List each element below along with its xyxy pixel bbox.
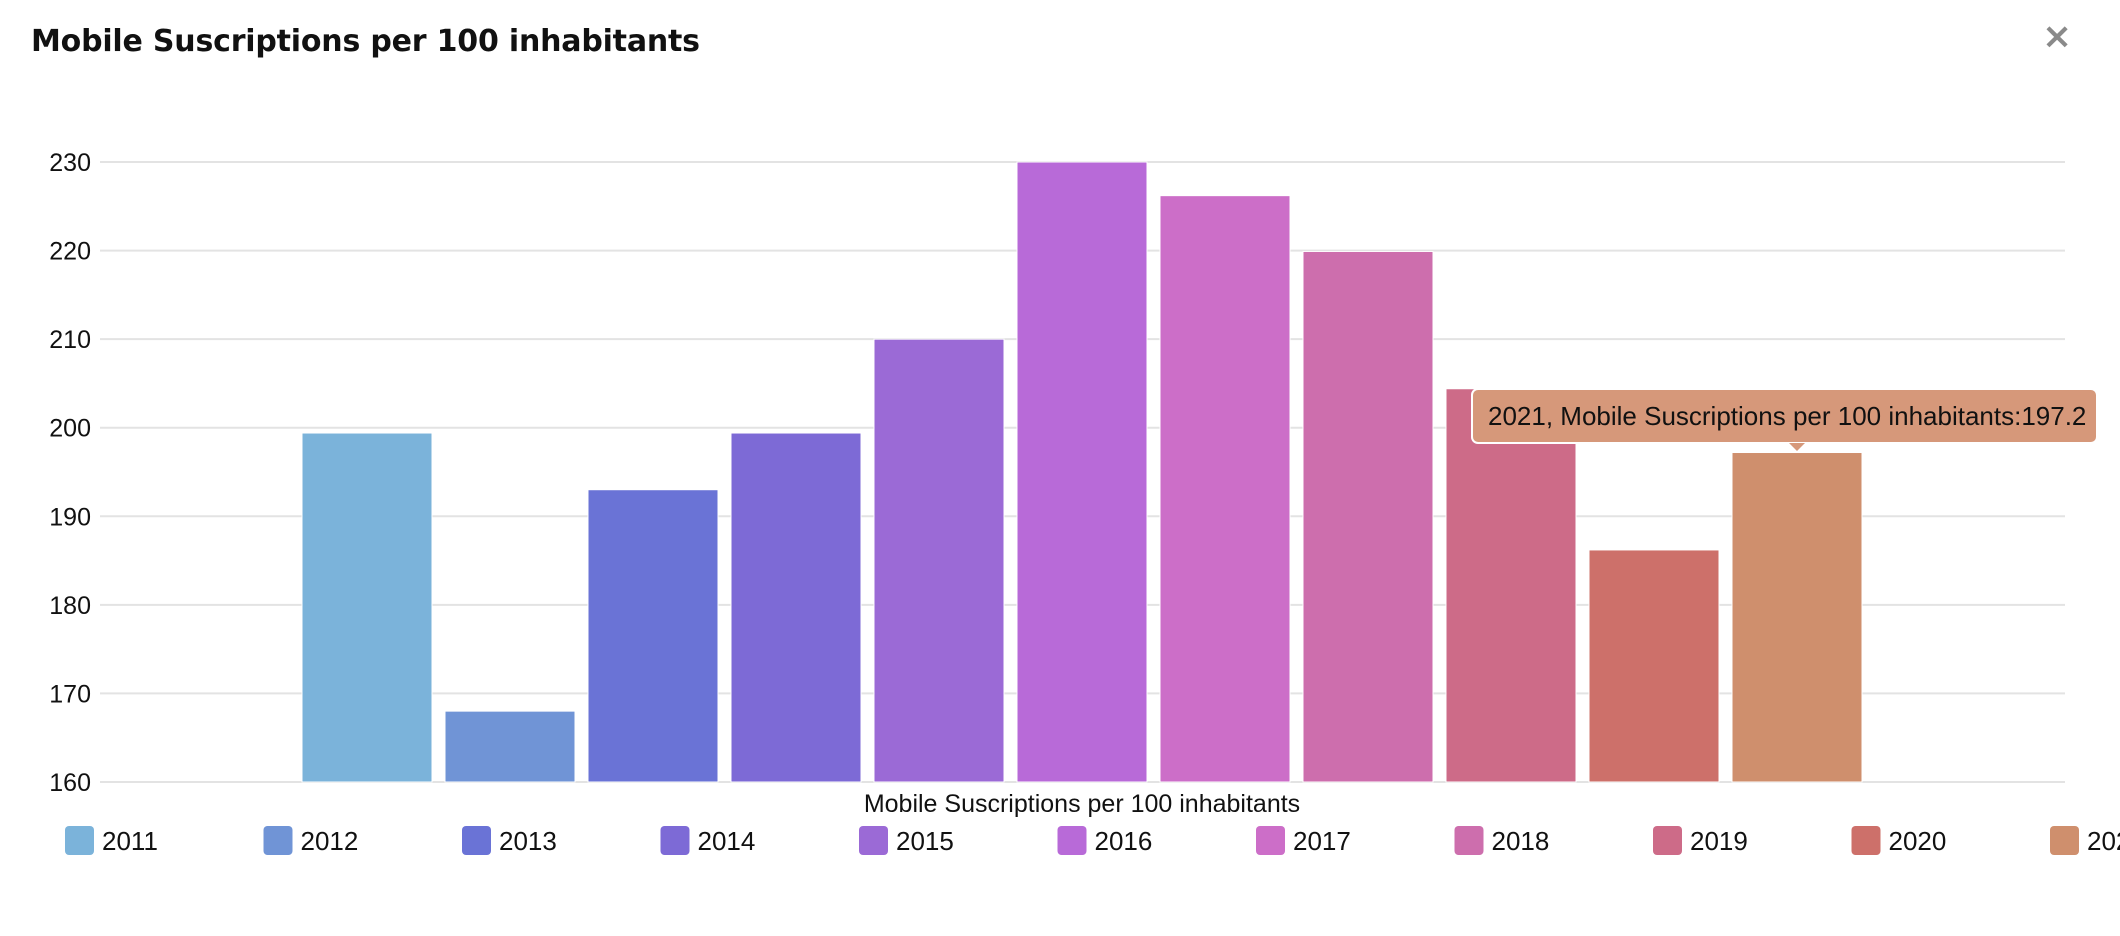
legend-label-2020[interactable]: 2020 bbox=[1889, 826, 1947, 856]
bar-2021[interactable]: 2021: 197.2 bbox=[1731, 452, 1863, 783]
legend-swatch-2013[interactable] bbox=[462, 826, 491, 855]
y-tick-label: 220 bbox=[49, 238, 91, 266]
bar-2019[interactable]: 2019: 204.4 bbox=[1445, 388, 1577, 783]
legend-label-2016[interactable]: 2016 bbox=[1095, 826, 1153, 856]
bar-2012[interactable]: 2012: 168 bbox=[444, 710, 576, 783]
legend-swatch-2019[interactable] bbox=[1653, 826, 1682, 855]
bar-2014[interactable]: 2014: 199.4 bbox=[730, 432, 862, 783]
legend-swatch-2018[interactable] bbox=[1454, 826, 1484, 855]
legend-label-2021[interactable]: 2021 bbox=[2087, 826, 2120, 856]
dialog-title: Mobile Suscriptions per 100 inhabitants bbox=[31, 24, 700, 59]
y-tick-label: 230 bbox=[49, 149, 91, 177]
y-tick-label: 160 bbox=[49, 769, 91, 797]
legend-swatch-2011[interactable] bbox=[65, 826, 94, 855]
legend-swatch-2017[interactable] bbox=[1256, 826, 1285, 855]
legend-swatch-2012[interactable] bbox=[263, 826, 293, 855]
tooltip-arrow bbox=[1789, 443, 1805, 451]
bar-2013[interactable]: 2013: 193 bbox=[587, 489, 719, 783]
legend-label-2013[interactable]: 2013 bbox=[499, 826, 557, 856]
legend-label-2017[interactable]: 2017 bbox=[1293, 826, 1351, 856]
legend-swatch-2016[interactable] bbox=[1057, 826, 1087, 855]
legend-label-2012[interactable]: 2012 bbox=[301, 826, 359, 856]
bar-2020[interactable]: 2020: 186.2 bbox=[1588, 549, 1720, 783]
bar-2017[interactable]: 2017: 226.2 bbox=[1159, 195, 1291, 783]
y-tick-label: 170 bbox=[49, 680, 91, 708]
bar-2011[interactable]: 2011: 199.4 bbox=[301, 432, 433, 783]
tooltip-box bbox=[1471, 388, 2098, 444]
bar-2018[interactable]: 2018: 219.9 bbox=[1302, 250, 1434, 783]
tooltip-text: 2021, Mobile Suscriptions per 100 inhabi… bbox=[1488, 401, 2086, 431]
bar-2015[interactable]: 2015: 210 bbox=[873, 338, 1005, 783]
y-tick-label: 190 bbox=[49, 503, 91, 531]
legend-label-2011[interactable]: 2011 bbox=[102, 826, 158, 856]
y-tick-label: 200 bbox=[49, 415, 91, 443]
legend-swatch-2014[interactable] bbox=[660, 826, 690, 855]
bar-2016[interactable]: 2016: 230 bbox=[1016, 161, 1148, 783]
y-tick-label: 210 bbox=[49, 326, 91, 354]
legend-label-2019[interactable]: 2019 bbox=[1690, 826, 1748, 856]
legend-swatch-2015[interactable] bbox=[859, 826, 888, 855]
y-tick-label: 180 bbox=[49, 592, 91, 620]
close-icon[interactable]: × bbox=[2042, 16, 2073, 57]
legend-label-2018[interactable]: 2018 bbox=[1492, 826, 1550, 856]
legend-swatch-2020[interactable] bbox=[1851, 826, 1881, 855]
legend-label-2014[interactable]: 2014 bbox=[698, 826, 756, 856]
legend-swatch-2021[interactable] bbox=[2050, 826, 2079, 855]
x-axis-label: Mobile Suscriptions per 100 inhabitants bbox=[864, 790, 1300, 818]
legend-label-2015[interactable]: 2015 bbox=[896, 826, 954, 856]
